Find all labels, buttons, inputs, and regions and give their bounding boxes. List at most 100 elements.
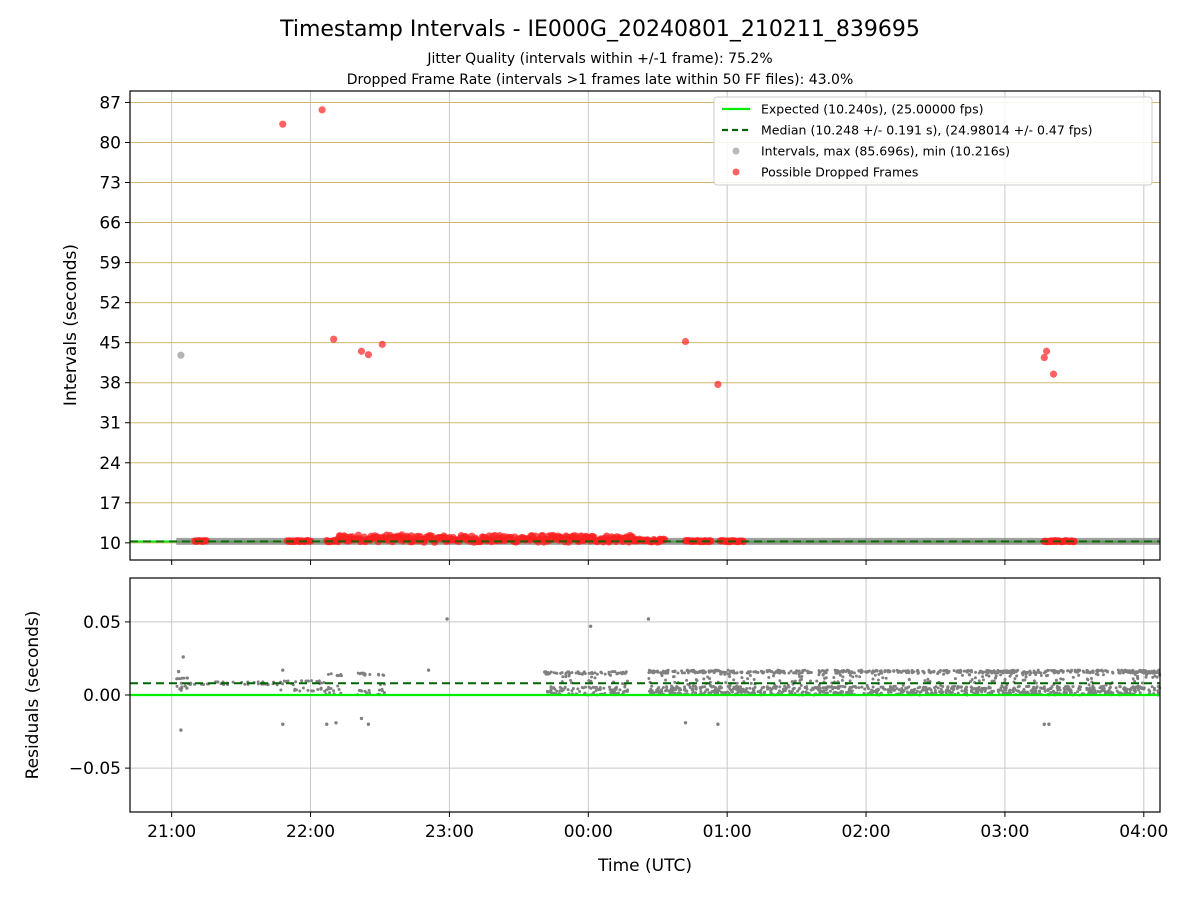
residual-point: [1122, 669, 1126, 673]
residual-point: [791, 687, 795, 691]
residual-point: [702, 677, 706, 681]
residual-point: [977, 685, 981, 689]
residual-point: [560, 689, 564, 693]
residual-point: [590, 675, 594, 679]
residuals-xtick-label: 00:00: [564, 822, 613, 842]
residual-point: [703, 690, 707, 694]
residuals-panel: 21:00 22:00 23:00 00:00 01:00 02:00 03:00 04:00…: [23, 577, 1168, 876]
residual-outlier-point: [1047, 722, 1051, 726]
residual-point: [946, 671, 950, 675]
residual-point: [999, 673, 1003, 677]
residual-point: [590, 672, 594, 676]
residual-point: [924, 685, 928, 689]
residual-point: [981, 678, 985, 682]
interval-outlier-point: [177, 351, 185, 359]
residual-point: [555, 689, 559, 693]
residual-point: [231, 680, 235, 684]
residual-point: [1034, 681, 1038, 685]
residual-point: [649, 690, 653, 694]
residual-point: [953, 677, 957, 681]
residual-point: [721, 670, 725, 674]
residual-point: [756, 690, 760, 694]
residual-point: [1058, 688, 1062, 692]
residual-point: [831, 687, 835, 691]
residual-point: [946, 687, 950, 691]
residual-point: [962, 669, 966, 673]
residual-point: [977, 679, 981, 683]
intervals-series: [130, 106, 1160, 546]
residual-point: [545, 672, 549, 676]
dropped-frame-point: [1040, 353, 1048, 362]
residuals-xtick-label: 04:00: [1119, 822, 1168, 842]
residual-point: [669, 687, 673, 691]
residual-point: [748, 674, 752, 678]
residual-point: [1049, 687, 1053, 691]
residual-point: [317, 679, 321, 683]
residual-point: [821, 686, 825, 690]
residuals-ytick-label: 0.00: [83, 686, 121, 706]
residual-point: [1114, 686, 1118, 690]
residual-point: [658, 690, 662, 694]
residual-point: [714, 686, 718, 690]
residual-point: [1035, 685, 1039, 689]
residual-point: [564, 671, 568, 675]
intervals-ytick-label: 66: [99, 214, 121, 234]
residual-point: [848, 679, 852, 683]
residual-point: [1097, 669, 1101, 673]
residual-point: [960, 673, 964, 677]
residual-point: [974, 670, 978, 674]
residual-point: [1068, 670, 1072, 674]
residual-point: [569, 678, 573, 682]
residual-point: [766, 687, 770, 691]
residual-point: [598, 686, 602, 690]
chart-title: Timestamp Intervals - IE000G_20240801_21…: [279, 17, 920, 42]
residual-point: [778, 671, 782, 675]
residual-point: [578, 689, 582, 693]
residual-point: [1131, 677, 1135, 681]
residual-point: [1133, 672, 1137, 676]
residuals-ytick-label: −0.05: [69, 759, 121, 779]
residual-point: [1087, 683, 1091, 687]
residual-point: [815, 679, 819, 683]
residual-point: [1025, 671, 1029, 675]
residual-point: [984, 686, 988, 690]
residual-point: [294, 680, 298, 684]
residual-point: [1016, 685, 1020, 689]
residual-point: [990, 679, 994, 683]
residual-point: [311, 689, 315, 693]
residual-point: [797, 687, 801, 691]
residual-point: [1109, 690, 1113, 694]
residual-point: [926, 677, 930, 681]
residual-point: [729, 688, 733, 692]
residual-point: [913, 687, 917, 691]
residual-point: [1117, 691, 1121, 695]
residual-point: [301, 686, 305, 690]
residual-point: [987, 685, 991, 689]
intervals-ytick-label: 10: [99, 534, 121, 554]
residual-point: [761, 671, 765, 675]
residual-point: [293, 688, 297, 692]
residual-point: [563, 685, 567, 689]
residual-point: [1131, 668, 1135, 672]
residual-point: [943, 669, 947, 673]
residual-point: [832, 675, 836, 679]
residual-point: [817, 683, 821, 687]
residual-point: [316, 687, 320, 691]
residual-point: [850, 685, 854, 689]
residual-point: [176, 677, 180, 681]
residual-point: [984, 670, 988, 674]
residual-point: [1117, 671, 1121, 675]
residual-point: [938, 690, 942, 694]
residual-point: [973, 686, 977, 690]
residual-point: [1020, 690, 1024, 694]
residual-point: [1065, 691, 1069, 695]
residual-point: [864, 670, 868, 674]
residual-point: [1148, 671, 1152, 675]
residual-point: [1024, 675, 1028, 679]
residual-outlier-point: [683, 721, 688, 725]
residual-point: [1151, 675, 1155, 679]
residual-point: [561, 675, 565, 679]
chart-subtitle-dropped: Dropped Frame Rate (intervals >1 frames …: [347, 72, 854, 88]
residual-point: [799, 671, 803, 675]
